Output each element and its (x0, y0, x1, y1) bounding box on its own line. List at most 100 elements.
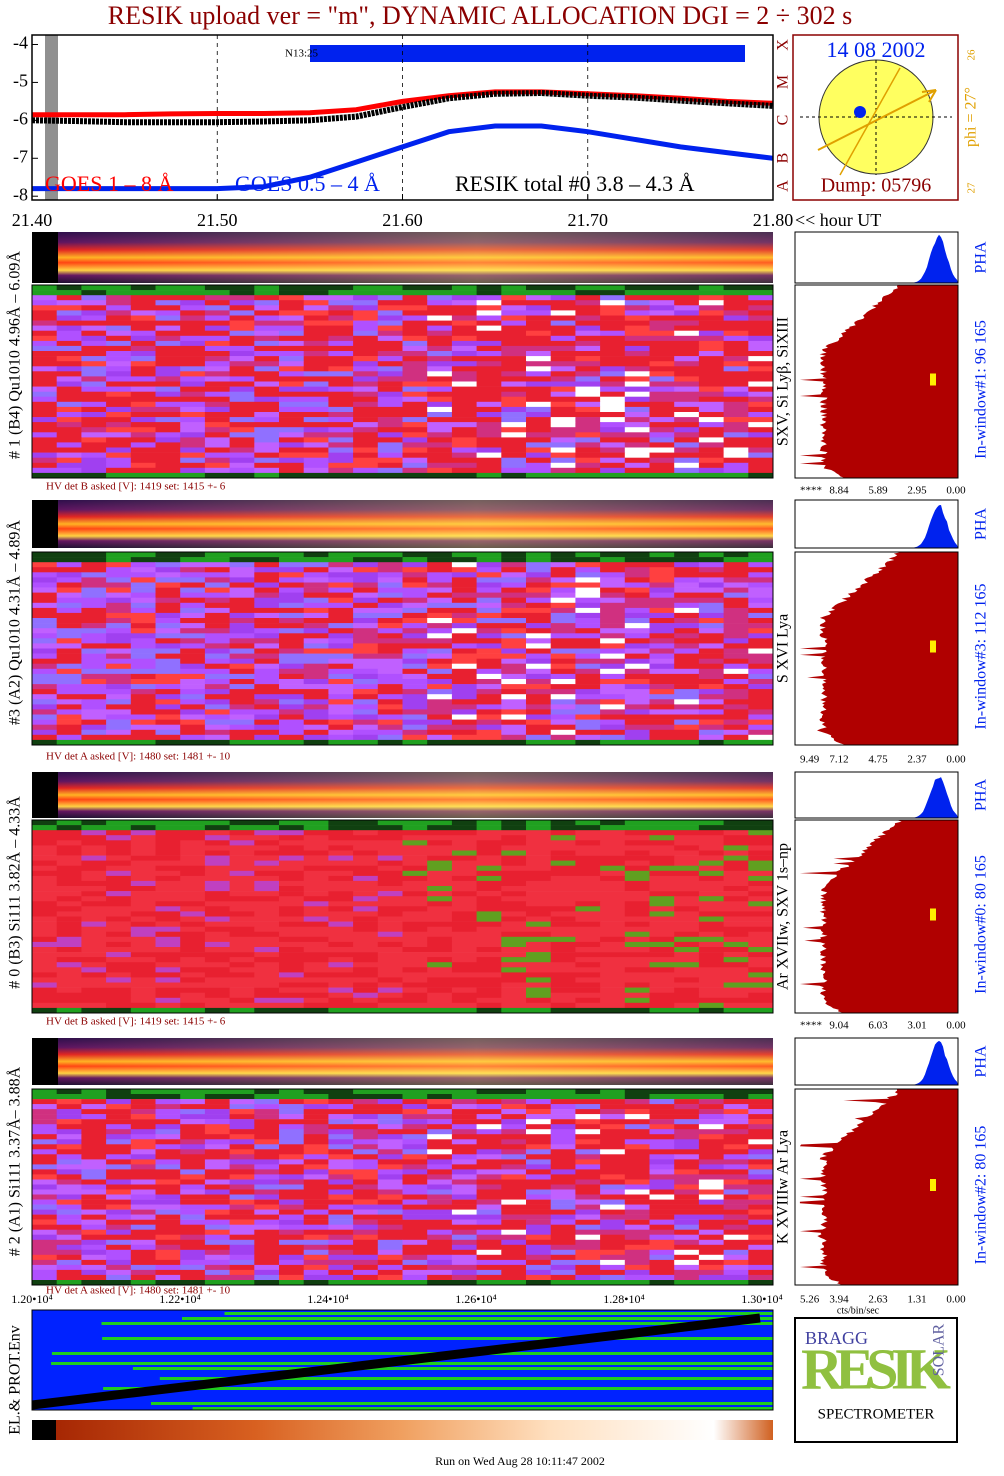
logo-main: RESIK (801, 1336, 951, 1401)
heatmap-cell (427, 417, 502, 423)
heatmap-cell (180, 417, 206, 423)
heatmap-cell (501, 1114, 527, 1120)
heatmap-cell (402, 320, 453, 326)
heatmap-cell (649, 1214, 675, 1220)
heatmap-cell (180, 684, 206, 690)
heatmap-cell (229, 1144, 255, 1150)
heatmap-cell (501, 1174, 527, 1180)
heatmap-cell (106, 1239, 132, 1246)
heatmap-cell (353, 1204, 403, 1210)
heatmap-cell (575, 901, 601, 907)
heatmap-cell (624, 427, 650, 433)
heatmap-cell (649, 850, 700, 856)
heatmap-cell (155, 880, 206, 887)
heatmap-cell (32, 442, 58, 448)
heatmap-cell (624, 623, 650, 629)
heatmap-cell (402, 386, 428, 392)
heatmap-cell (402, 1204, 478, 1210)
heatmap-cell (303, 896, 354, 902)
heatmap-cell (353, 320, 379, 326)
heatmap-cell (106, 694, 132, 700)
heatmap-cell (748, 1219, 774, 1225)
heatmap-cell (748, 432, 774, 438)
heatmap-cell (254, 992, 329, 999)
heatmap-cell (377, 1254, 403, 1261)
heatmap-cell (56, 1209, 82, 1215)
heatmap-cell (501, 412, 527, 418)
heatmap-cell (106, 1259, 132, 1266)
heatmap-cell (600, 356, 675, 362)
heatmap-cell (377, 891, 403, 897)
heatmap-cell (526, 361, 601, 367)
heatmap-cell (723, 1154, 749, 1160)
heatmap-cell (130, 972, 181, 978)
heatmap-cell (229, 290, 255, 296)
heatmap-cell (106, 845, 132, 851)
heatmap-cell (624, 467, 675, 474)
heatmap-cell (624, 345, 650, 352)
heatmap-cell (303, 1124, 329, 1130)
heatmap-cell (674, 658, 700, 665)
heatmap-cell (526, 820, 552, 826)
heatmap-cell (624, 694, 650, 700)
heatmap-cell (130, 952, 255, 958)
heatmap-cell (748, 886, 774, 892)
heatmap-cell (698, 1229, 725, 1235)
heatmap-cell (180, 381, 206, 387)
heatmap-cell (600, 840, 626, 846)
heatmap-cell (204, 891, 231, 897)
heatmap-cell (32, 285, 58, 291)
heatmap-cell (698, 422, 725, 428)
heatmap-cell (130, 330, 156, 337)
heatmap-cell (451, 447, 478, 453)
heatmap-cell (279, 1269, 305, 1276)
heatmap-cell (81, 931, 107, 938)
heatmap-cell (501, 921, 527, 927)
heatmap-cell (204, 1249, 231, 1256)
heatmap-cell (328, 417, 354, 423)
heatmap-cell (723, 340, 749, 347)
heatmap-cell (106, 663, 132, 670)
heatmap-cell (279, 442, 305, 448)
heatmap-cell (229, 447, 255, 453)
heatmap-cell (130, 663, 156, 670)
heatmap-cell (155, 1139, 181, 1145)
heatmap-cell (427, 330, 453, 337)
heatmap-cell (723, 896, 749, 902)
heatmap-cell (550, 592, 576, 598)
heatmap-cell (698, 310, 725, 316)
heatmap-cell (204, 315, 231, 321)
heatmap-cell (501, 982, 552, 988)
heatmap-cell (748, 891, 774, 897)
heatmap-cell (624, 724, 675, 731)
heatmap-cell (674, 1144, 700, 1150)
heatmap-cell (353, 391, 379, 398)
heatmap-cell (674, 1129, 749, 1135)
heatmap-cell (723, 351, 774, 357)
heatmap-cell (723, 875, 749, 882)
heatmap-cell (600, 1139, 626, 1145)
heatmap-cell (229, 417, 255, 423)
y-tick-label: -6 (13, 108, 28, 128)
heatmap-cell (204, 1179, 231, 1185)
heatmap-cell (279, 704, 305, 710)
heatmap-cell (377, 926, 403, 933)
heatmap-cell (303, 967, 354, 973)
heatmap-cell (155, 1194, 181, 1200)
heatmap-cell (106, 865, 156, 872)
heatmap-cell (600, 401, 626, 408)
heatmap-cell (229, 1099, 255, 1105)
heatmap-cell (254, 860, 280, 866)
heatmap-cell (451, 891, 478, 897)
heatmap-cell (328, 1204, 354, 1210)
heatmap-cell (526, 709, 552, 715)
heatmap-cell (723, 865, 749, 872)
heatmap-cell (575, 835, 650, 841)
heatmap-cell (328, 825, 403, 831)
heatmap-cell (32, 1094, 107, 1100)
heatmap-cell (451, 552, 502, 558)
heatmap-cell (81, 875, 107, 882)
heatmap-cell (130, 694, 156, 700)
heatmap-cell (402, 977, 428, 983)
heatmap-cell (550, 582, 601, 588)
